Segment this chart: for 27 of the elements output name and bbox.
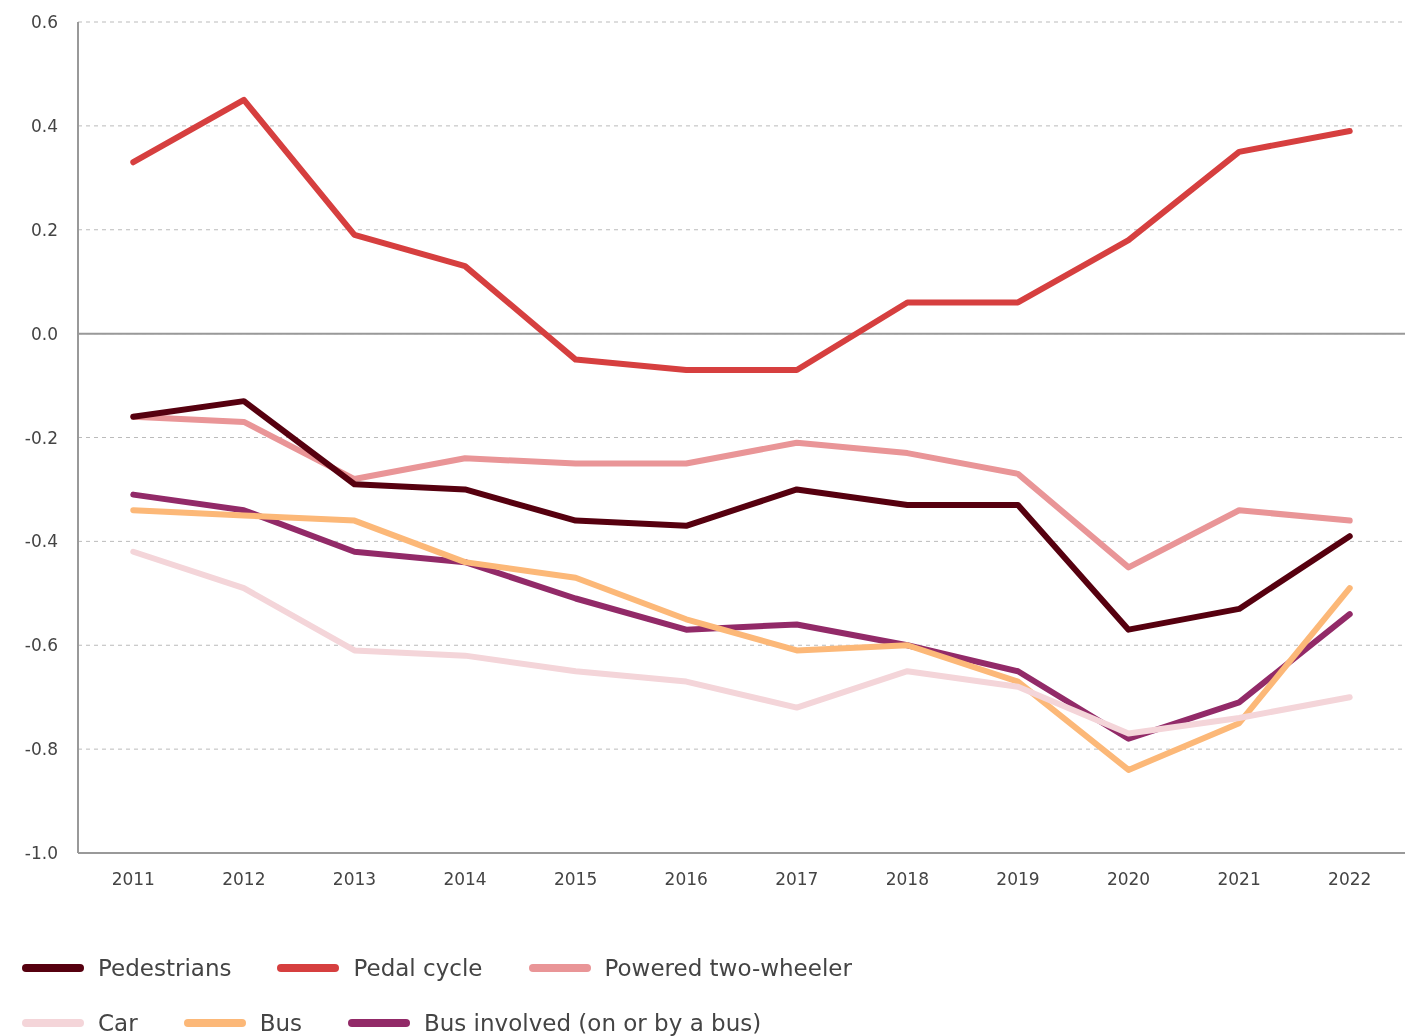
x-tick-label: 2015 — [553, 869, 598, 890]
y-tick-label: -1.0 — [24, 843, 58, 864]
x-tick-label: 2011 — [111, 869, 155, 890]
y-tick-label: 0.2 — [30, 219, 58, 240]
y-tick-label: 0.6 — [30, 12, 58, 33]
y-tick-label: -0.8 — [24, 739, 58, 760]
legend-label: Pedestrians — [98, 954, 232, 981]
x-tick-label: 2012 — [222, 869, 266, 890]
legend-label: Car — [98, 1009, 138, 1036]
y-tick-label: -0.2 — [24, 427, 58, 448]
x-tick-label: 2016 — [664, 869, 708, 890]
legend-label: Pedal cycle — [353, 954, 483, 981]
legend-label: Bus — [259, 1009, 302, 1036]
x-tick-label: 2021 — [1217, 869, 1261, 890]
x-tick-label: 2018 — [885, 869, 930, 890]
x-tick-label: 2020 — [1106, 869, 1151, 890]
x-tick-label: 2019 — [996, 869, 1040, 890]
y-tick-label: -0.6 — [24, 635, 58, 656]
y-tick-label: 0.0 — [30, 323, 58, 344]
x-tick-label: 2022 — [1328, 869, 1372, 890]
x-tick-label: 2014 — [443, 869, 487, 890]
y-tick-label: -0.4 — [24, 531, 58, 552]
y-tick-label: 0.4 — [30, 115, 58, 136]
legend-label: Bus involved (on or by a bus) — [423, 1009, 762, 1036]
x-tick-label: 2017 — [775, 869, 819, 890]
x-tick-label: 2013 — [332, 869, 377, 890]
legend-label: Powered two-wheeler — [604, 954, 852, 981]
